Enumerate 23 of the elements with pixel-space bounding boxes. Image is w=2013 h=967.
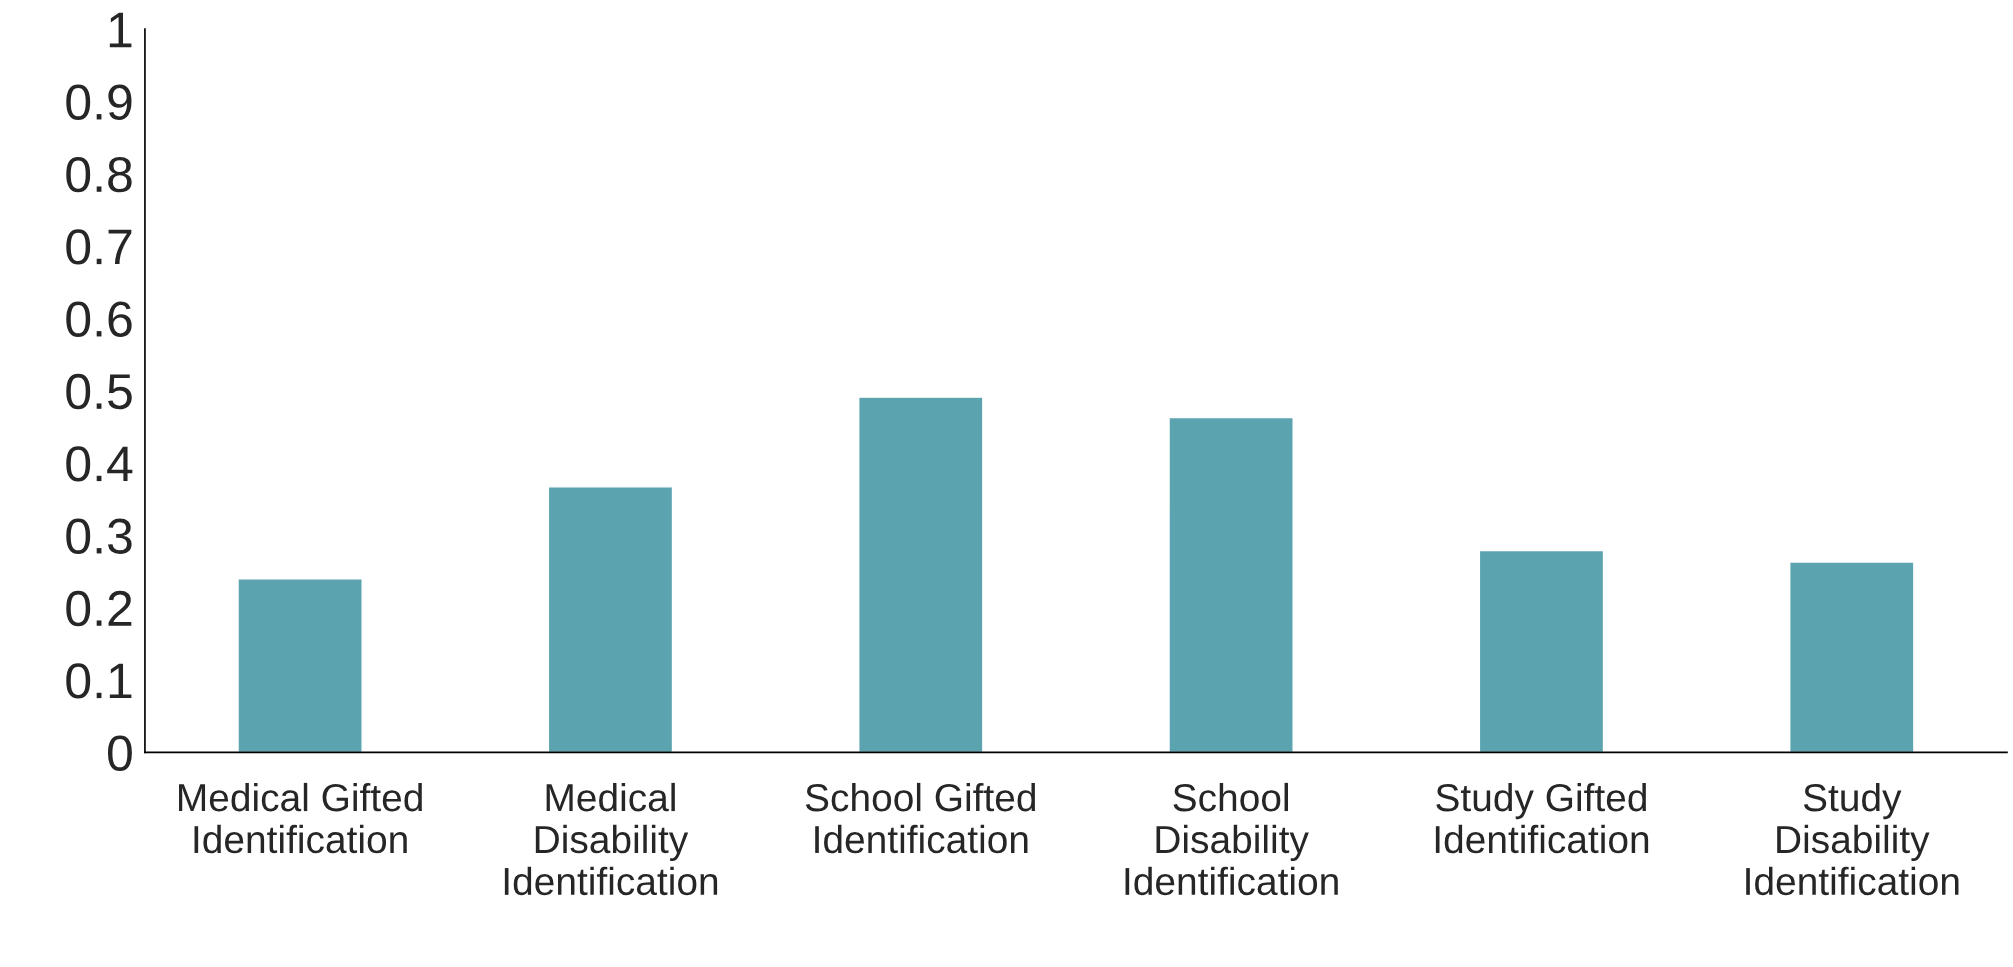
y-tick-label: 0.1 [66, 663, 132, 699]
x-tick-label: Medical Gifted Identification [179, 782, 422, 854]
bar [1478, 549, 1605, 753]
bar [547, 486, 674, 753]
y-tick-label: 1 [109, 12, 132, 48]
y-tick-label: 0.8 [66, 156, 132, 193]
bar [237, 578, 363, 753]
x-tick-label: Study Gifted Identification [1435, 782, 1649, 854]
y-tick-label: 0.2 [66, 590, 132, 627]
y-tick-label: 0.4 [66, 446, 133, 482]
y-tick-label: 0.7 [66, 229, 132, 265]
y-tick-label: 0.9 [66, 84, 132, 120]
x-tick-label: School Gifted Identification [805, 782, 1036, 854]
bar [1789, 561, 1915, 753]
x-tick-label: School Disability Identification [1125, 782, 1338, 896]
x-tick-label: Medical Disability Identification [504, 782, 718, 896]
x-tick-label: Study Disability Identification [1746, 782, 1959, 896]
y-tick-label: 0.3 [66, 518, 132, 554]
bar [858, 396, 984, 753]
y-tick-label: 0 [107, 735, 132, 771]
y-tick-label: 0.6 [66, 301, 132, 337]
y-tick-label: 0.5 [66, 373, 132, 410]
bar [1168, 416, 1294, 753]
